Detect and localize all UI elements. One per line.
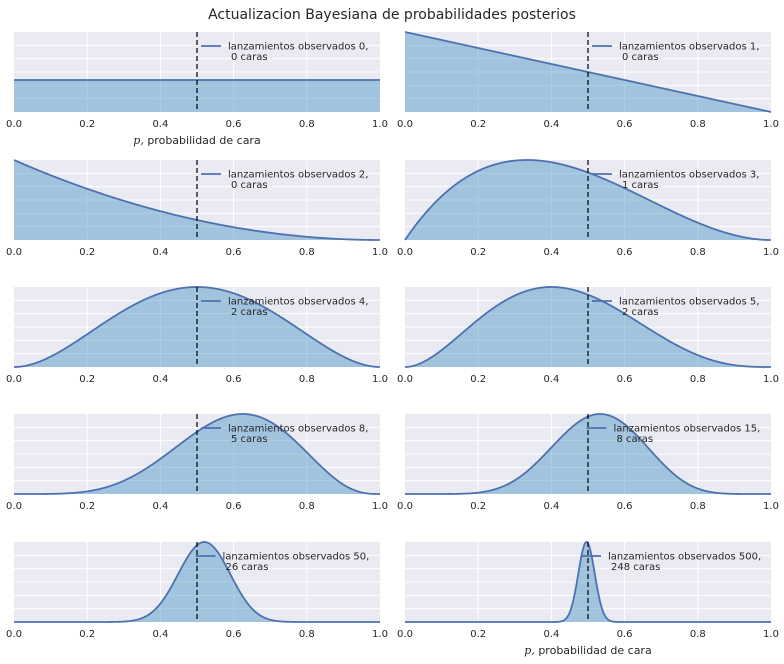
x-tick-label: 0.4: [152, 629, 168, 640]
x-tick-label: 0.4: [152, 247, 168, 258]
panel-3: 0.0 0.2 0.4 0.6 0.8 1.0 lanzamientos observado…: [6, 159, 388, 258]
x-tick-label: 0.2: [79, 501, 95, 512]
x-tick-label: 1.0: [763, 119, 779, 130]
legend-label: lanzamientos observados 8,: [228, 424, 368, 435]
x-axis-label: p, probabilidad de cara: [133, 134, 260, 147]
x-tick-label: 0.0: [6, 374, 22, 385]
x-tick-label: 1.0: [372, 119, 388, 130]
x-tick-label: 1.0: [763, 501, 779, 512]
x-tick-label: 0.6: [226, 374, 242, 385]
legend-label: 0 caras: [622, 52, 659, 63]
x-tick-label: 1.0: [763, 374, 779, 385]
legend-label: lanzamientos observados 4,: [228, 297, 368, 308]
x-tick-label: 0.2: [470, 247, 486, 258]
x-tick-label: 0.0: [397, 501, 413, 512]
panel-10: 0.0 0.2 0.4 0.6 0.8 1.0 lanzamientos observado…: [397, 541, 779, 657]
x-tick-label: 0.4: [543, 374, 559, 385]
legend-label: 0 caras: [231, 180, 268, 191]
x-tick-label: 0.0: [397, 119, 413, 130]
x-tick-label: 0.6: [226, 247, 242, 258]
panel-4: 0.0 0.2 0.4 0.6 0.8 1.0 lanzamientos observado…: [397, 159, 779, 258]
legend-label: lanzamientos observados 5,: [619, 297, 759, 308]
x-tick-label: 0.6: [617, 119, 633, 130]
x-tick-label: 0.6: [226, 119, 242, 130]
x-tick-label: 0.6: [617, 501, 633, 512]
legend-label: lanzamientos observados 1,: [619, 42, 759, 53]
x-tick-label: 1.0: [372, 629, 388, 640]
x-tick-label: 0.2: [79, 247, 95, 258]
x-tick-label: 0.4: [152, 374, 168, 385]
x-tick-label: 0.2: [79, 119, 95, 130]
x-tick-label: 1.0: [372, 501, 388, 512]
x-tick-label: 0.8: [299, 629, 315, 640]
x-tick-label: 0.2: [470, 629, 486, 640]
x-tick-label: 0.4: [152, 501, 168, 512]
panel-2: 0.0 0.2 0.4 0.6 0.8 1.0 lanzamientos observado…: [397, 31, 779, 130]
panel-5: 0.0 0.2 0.4 0.6 0.8 1.0 lanzamientos observado…: [6, 286, 388, 385]
x-tick-label: 0.2: [470, 119, 486, 130]
x-tick-label: 0.8: [690, 374, 706, 385]
panel-8: 0.0 0.2 0.4 0.6 0.8 1.0 lanzamientos observado…: [397, 413, 779, 512]
x-tick-label: 0.2: [470, 501, 486, 512]
x-tick-label: 0.8: [690, 119, 706, 130]
x-tick-label: 0.0: [6, 247, 22, 258]
x-tick-label: 0.0: [397, 247, 413, 258]
x-tick-label: 0.6: [617, 374, 633, 385]
legend-label: lanzamientos observados 0,: [228, 42, 368, 53]
x-tick-label: 0.2: [79, 629, 95, 640]
posterior-area: [14, 160, 380, 240]
legend-label: 248 caras: [611, 562, 660, 573]
legend-label: 2 caras: [622, 307, 659, 318]
legend-label: 2 caras: [231, 307, 268, 318]
x-tick-label: 1.0: [763, 247, 779, 258]
x-tick-label: 0.4: [152, 119, 168, 130]
legend-label: lanzamientos observados 2,: [228, 170, 368, 181]
x-tick-label: 0.4: [543, 501, 559, 512]
x-tick-label: 0.8: [299, 501, 315, 512]
x-tick-label: 0.0: [6, 501, 22, 512]
x-axis-label: p, probabilidad de cara: [524, 644, 651, 657]
x-tick-label: 0.6: [226, 629, 242, 640]
x-tick-label: 0.0: [397, 374, 413, 385]
x-tick-label: 0.0: [6, 629, 22, 640]
x-tick-label: 0.8: [299, 119, 315, 130]
panel-7: 0.0 0.2 0.4 0.6 0.8 1.0 lanzamientos observado…: [6, 413, 388, 512]
x-tick-label: 0.0: [397, 629, 413, 640]
x-tick-label: 0.8: [299, 247, 315, 258]
x-tick-label: 1.0: [372, 247, 388, 258]
legend-label: lanzamientos observados 500,: [608, 552, 761, 563]
legend-label: lanzamientos observados 50,: [223, 552, 370, 563]
x-tick-label: 1.0: [372, 374, 388, 385]
x-tick-label: 0.8: [299, 374, 315, 385]
x-tick-label: 0.6: [617, 247, 633, 258]
panel-1: 0.0 0.2 0.4 0.6 0.8 1.0 lanzamientos observado…: [6, 32, 388, 147]
legend-label: 5 caras: [231, 434, 268, 445]
x-tick-label: 0.8: [690, 501, 706, 512]
panel-9: 0.0 0.2 0.4 0.6 0.8 1.0 lanzamientos observado…: [6, 541, 388, 640]
x-tick-label: 0.4: [543, 247, 559, 258]
posterior-line: [404, 286, 771, 368]
x-tick-label: 0.4: [543, 629, 559, 640]
x-tick-label: 0.8: [690, 629, 706, 640]
x-tick-label: 0.2: [470, 374, 486, 385]
x-tick-label: 1.0: [763, 629, 779, 640]
legend-label: 8 caras: [617, 434, 654, 445]
x-tick-label: 0.0: [6, 119, 22, 130]
legend-label: 1 caras: [622, 180, 659, 191]
legend-label: 26 caras: [226, 562, 269, 573]
legend-label: lanzamientos observados 3,: [619, 170, 759, 181]
figure-title: Actualizacion Bayesiana de probabilidade…: [208, 7, 576, 23]
panel-6: 0.0 0.2 0.4 0.6 0.8 1.0 lanzamientos observado…: [397, 286, 779, 385]
legend-label: lanzamientos observados 15,: [614, 424, 761, 435]
legend-label: 0 caras: [231, 52, 268, 63]
x-tick-label: 0.2: [79, 374, 95, 385]
x-tick-label: 0.4: [543, 119, 559, 130]
x-tick-label: 0.6: [617, 629, 633, 640]
x-tick-label: 0.8: [690, 247, 706, 258]
x-tick-label: 0.6: [226, 501, 242, 512]
